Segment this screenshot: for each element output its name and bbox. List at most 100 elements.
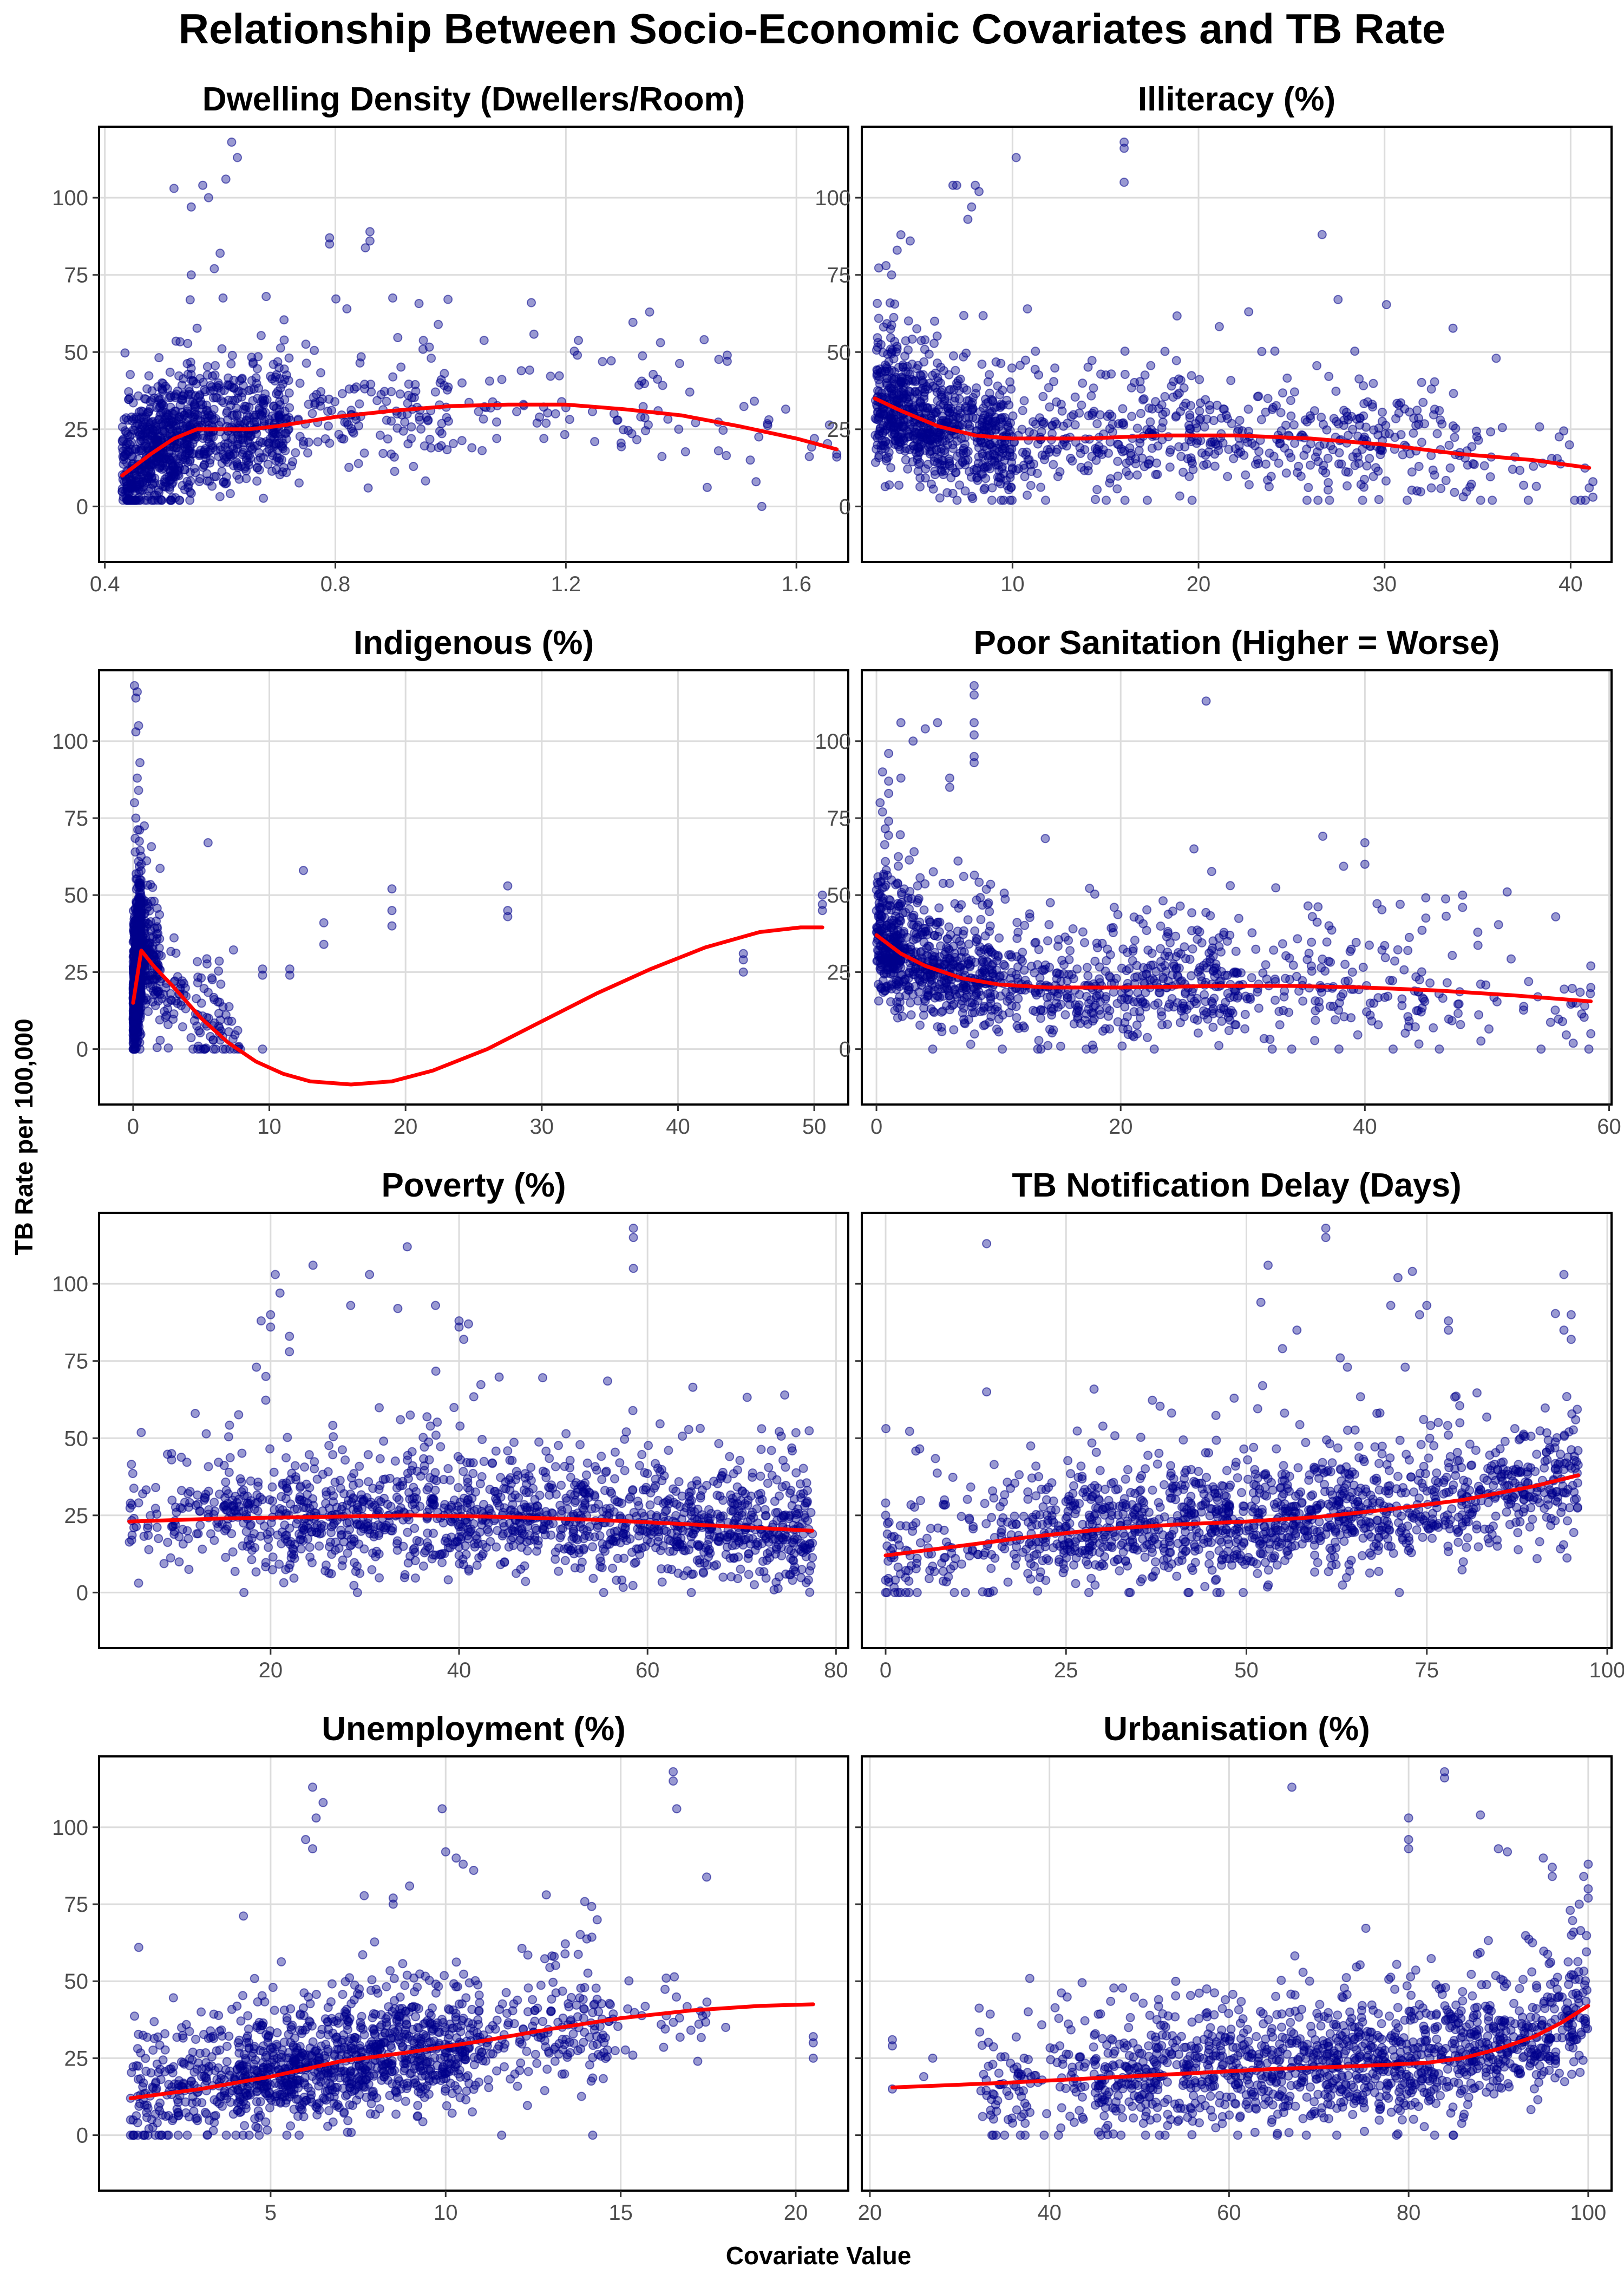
data-point (920, 344, 929, 354)
data-point (233, 1025, 243, 1035)
data-point (281, 370, 291, 380)
data-point (1012, 918, 1022, 927)
data-point (878, 428, 888, 437)
data-point (1060, 932, 1070, 942)
data-point (1324, 478, 1333, 487)
data-point (131, 1011, 141, 1021)
data-point (1201, 395, 1210, 404)
data-point (457, 436, 467, 446)
data-point (1134, 446, 1144, 455)
data-point (126, 370, 135, 380)
data-point (738, 967, 748, 977)
data-point (921, 408, 931, 418)
data-point (207, 371, 217, 381)
y-tick-label: 25 (827, 418, 852, 442)
data-point (1096, 369, 1105, 379)
data-point (1117, 419, 1127, 428)
data-point (628, 317, 638, 327)
data-point (1350, 461, 1360, 471)
data-point (251, 373, 261, 383)
data-point (1160, 951, 1170, 961)
data-point (546, 371, 555, 381)
data-point (1214, 322, 1224, 331)
data-point (407, 422, 416, 432)
data-point (637, 376, 646, 386)
data-point (163, 1043, 173, 1053)
data-point (1122, 966, 1131, 976)
data-point (443, 295, 453, 304)
data-point (211, 361, 220, 370)
data-point (218, 293, 228, 303)
data-point (996, 414, 1006, 423)
data-point (1223, 472, 1233, 481)
data-point (1317, 230, 1327, 239)
data-point (150, 989, 160, 998)
data-point (283, 425, 293, 435)
data-point (171, 949, 181, 958)
data-point (126, 495, 136, 505)
data-point (188, 449, 198, 459)
data-point (930, 434, 940, 443)
data-point (1119, 178, 1129, 187)
data-point (996, 495, 1006, 505)
data-point (193, 978, 202, 988)
data-point (1138, 395, 1148, 404)
data-point (284, 353, 294, 363)
data-point (1102, 1003, 1112, 1013)
data-point (930, 407, 940, 417)
data-point (1290, 439, 1300, 448)
data-point (926, 1004, 936, 1014)
data-point (1389, 1044, 1398, 1054)
data-point (948, 351, 958, 361)
data-point (280, 395, 290, 404)
data-point (1466, 479, 1476, 489)
data-point (1165, 462, 1175, 472)
data-point (295, 378, 305, 388)
data-point (131, 813, 141, 823)
data-point (1120, 347, 1130, 356)
data-point (189, 1016, 199, 1025)
data-point (1083, 971, 1093, 981)
panel-title: Poor Sanitation (Higher = Worse) (973, 624, 1499, 662)
data-point (987, 407, 997, 416)
data-point (387, 884, 397, 894)
data-point (1368, 378, 1378, 388)
data-point (448, 439, 458, 448)
data-point (1102, 495, 1111, 505)
data-point (1012, 1013, 1021, 1022)
data-point (403, 398, 412, 408)
data-point (1286, 411, 1296, 421)
data-point (1256, 415, 1266, 424)
data-point (1313, 902, 1323, 912)
x-tick-label: 10 (257, 1115, 281, 1139)
data-point (953, 856, 963, 866)
data-point (1050, 363, 1060, 373)
data-point (152, 934, 162, 944)
data-point (1172, 311, 1182, 321)
data-point (1373, 466, 1383, 476)
data-point (150, 1001, 160, 1010)
data-point (135, 919, 145, 929)
data-point (274, 411, 284, 421)
data-point (1396, 430, 1406, 440)
data-point (1360, 474, 1369, 484)
data-point (979, 463, 989, 473)
data-point (198, 180, 208, 190)
data-point (214, 956, 224, 966)
data-point (960, 460, 970, 469)
data-point (1068, 924, 1078, 933)
data-point (1245, 480, 1254, 489)
data-point (1497, 423, 1507, 433)
data-point (876, 339, 886, 349)
data-point (928, 867, 938, 877)
data-point (1494, 920, 1503, 930)
data-point (134, 391, 143, 401)
data-point (1243, 404, 1253, 414)
data-point (1086, 391, 1096, 401)
data-point (738, 955, 748, 965)
data-point (881, 857, 890, 866)
data-point (155, 1015, 165, 1025)
data-point (1186, 401, 1196, 410)
data-point (1286, 453, 1296, 462)
data-point (1346, 1013, 1356, 1023)
